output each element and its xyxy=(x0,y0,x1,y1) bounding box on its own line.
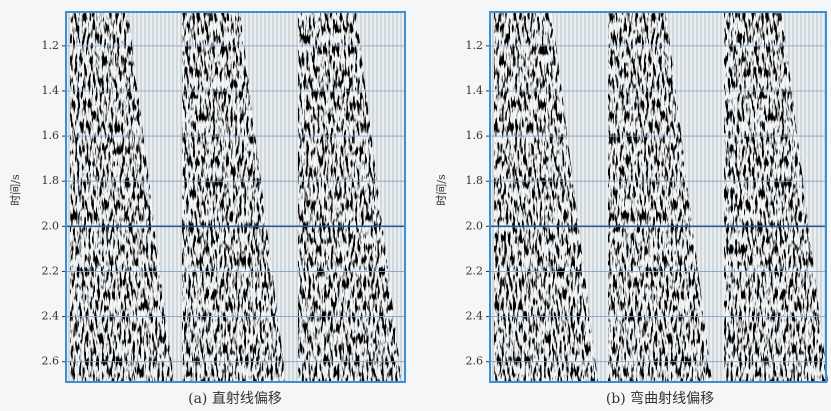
y-tick-label: 2.2 xyxy=(466,264,484,277)
y-tick-label: 2.6 xyxy=(466,355,484,368)
y-tick-label: 2.2 xyxy=(42,264,60,277)
figure: 1.2 1.4 1.6 1.8 2.0 2.2 2.4 2.6 时间/s (a) 直射线偏移 1.2… xyxy=(0,0,831,411)
y-tick-label: 1.2 xyxy=(42,39,60,52)
y-tick-label: 2.0 xyxy=(42,219,60,232)
caption: (b) 弯曲射线偏移 xyxy=(606,390,714,407)
y-tick-label: 1.6 xyxy=(466,129,484,142)
y-tick-label: 1.6 xyxy=(42,129,60,142)
y-tick-label: 2.4 xyxy=(42,310,60,323)
y-tick-label: 2.0 xyxy=(466,219,484,232)
y-tick-label: 2.4 xyxy=(466,310,484,323)
y-tick-label: 1.8 xyxy=(42,174,60,187)
y-axis-label: 时间/s xyxy=(9,174,22,206)
caption: (a) 直射线偏移 xyxy=(188,390,282,407)
y-tick-label: 1.4 xyxy=(42,84,60,97)
y-axis-label: 时间/s xyxy=(435,174,448,206)
y-tick-label: 1.2 xyxy=(466,39,484,52)
y-tick-label: 1.8 xyxy=(466,174,484,187)
y-tick-label: 1.4 xyxy=(466,84,484,97)
y-tick-label: 2.6 xyxy=(42,355,60,368)
